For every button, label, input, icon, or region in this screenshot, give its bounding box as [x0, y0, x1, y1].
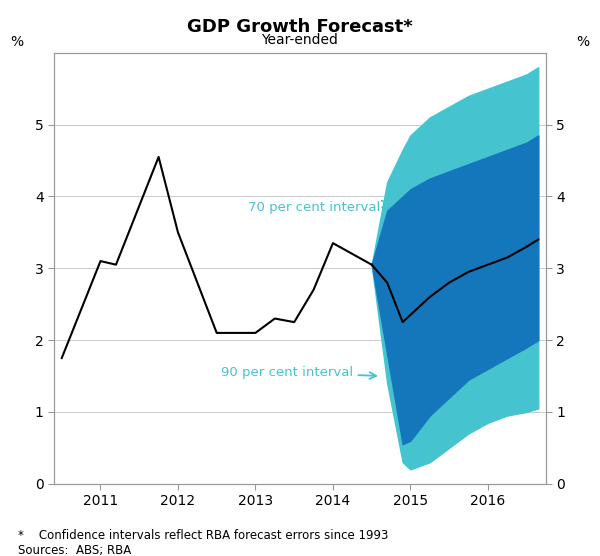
Text: GDP Growth Forecast*: GDP Growth Forecast* [187, 18, 413, 36]
Text: Year-ended: Year-ended [262, 33, 338, 47]
Text: *    Confidence intervals reflect RBA forecast errors since 1993: * Confidence intervals reflect RBA forec… [18, 529, 388, 542]
Text: %: % [577, 34, 589, 48]
Text: %: % [11, 34, 23, 48]
Text: 90 per cent interval: 90 per cent interval [221, 366, 376, 379]
Text: 70 per cent interval: 70 per cent interval [248, 201, 389, 214]
Text: Sources:  ABS; RBA: Sources: ABS; RBA [18, 544, 131, 556]
